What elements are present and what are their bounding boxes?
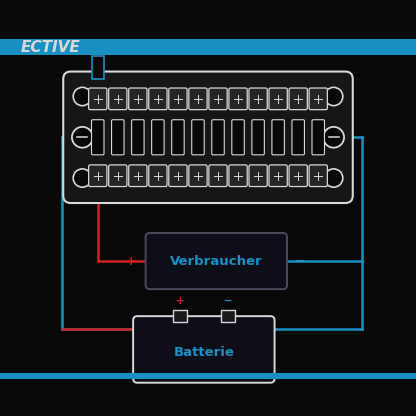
FancyBboxPatch shape	[312, 120, 324, 155]
FancyBboxPatch shape	[109, 165, 127, 186]
FancyBboxPatch shape	[309, 165, 327, 186]
Circle shape	[324, 169, 343, 187]
Bar	[173, 310, 187, 322]
FancyBboxPatch shape	[111, 120, 124, 155]
FancyBboxPatch shape	[229, 88, 247, 110]
FancyBboxPatch shape	[129, 165, 147, 186]
FancyBboxPatch shape	[149, 88, 167, 110]
FancyBboxPatch shape	[189, 165, 207, 186]
FancyBboxPatch shape	[149, 165, 167, 186]
FancyBboxPatch shape	[89, 88, 107, 110]
Circle shape	[73, 87, 92, 106]
FancyBboxPatch shape	[172, 120, 184, 155]
Circle shape	[73, 169, 92, 187]
Text: ECTIVE: ECTIVE	[21, 40, 81, 54]
FancyBboxPatch shape	[289, 165, 307, 186]
Bar	[220, 310, 235, 322]
Text: +: +	[126, 255, 136, 267]
Bar	[0, 373, 416, 379]
FancyBboxPatch shape	[152, 120, 164, 155]
FancyBboxPatch shape	[92, 120, 104, 155]
Bar	[92, 56, 104, 79]
FancyBboxPatch shape	[249, 165, 267, 186]
FancyBboxPatch shape	[192, 120, 204, 155]
FancyBboxPatch shape	[209, 165, 227, 186]
FancyBboxPatch shape	[252, 120, 264, 155]
FancyBboxPatch shape	[129, 88, 147, 110]
FancyBboxPatch shape	[289, 88, 307, 110]
Text: −: −	[223, 296, 232, 306]
FancyBboxPatch shape	[292, 120, 305, 155]
FancyBboxPatch shape	[169, 88, 187, 110]
FancyBboxPatch shape	[89, 165, 107, 186]
FancyBboxPatch shape	[109, 88, 127, 110]
Text: −: −	[294, 255, 305, 267]
FancyBboxPatch shape	[209, 88, 227, 110]
FancyBboxPatch shape	[169, 165, 187, 186]
FancyBboxPatch shape	[272, 120, 285, 155]
FancyBboxPatch shape	[309, 88, 327, 110]
FancyBboxPatch shape	[133, 316, 275, 383]
Text: +: +	[176, 296, 184, 306]
FancyBboxPatch shape	[146, 233, 287, 289]
FancyBboxPatch shape	[232, 120, 244, 155]
FancyBboxPatch shape	[189, 88, 207, 110]
Bar	[0, 39, 416, 55]
FancyBboxPatch shape	[131, 120, 144, 155]
Text: Batterie: Batterie	[173, 346, 234, 359]
FancyBboxPatch shape	[212, 120, 224, 155]
FancyBboxPatch shape	[269, 88, 287, 110]
FancyBboxPatch shape	[269, 165, 287, 186]
FancyBboxPatch shape	[249, 88, 267, 110]
Circle shape	[72, 127, 93, 148]
Circle shape	[324, 87, 343, 106]
Text: Verbraucher: Verbraucher	[170, 255, 262, 267]
Circle shape	[323, 127, 344, 148]
FancyBboxPatch shape	[229, 165, 247, 186]
FancyBboxPatch shape	[63, 72, 353, 203]
